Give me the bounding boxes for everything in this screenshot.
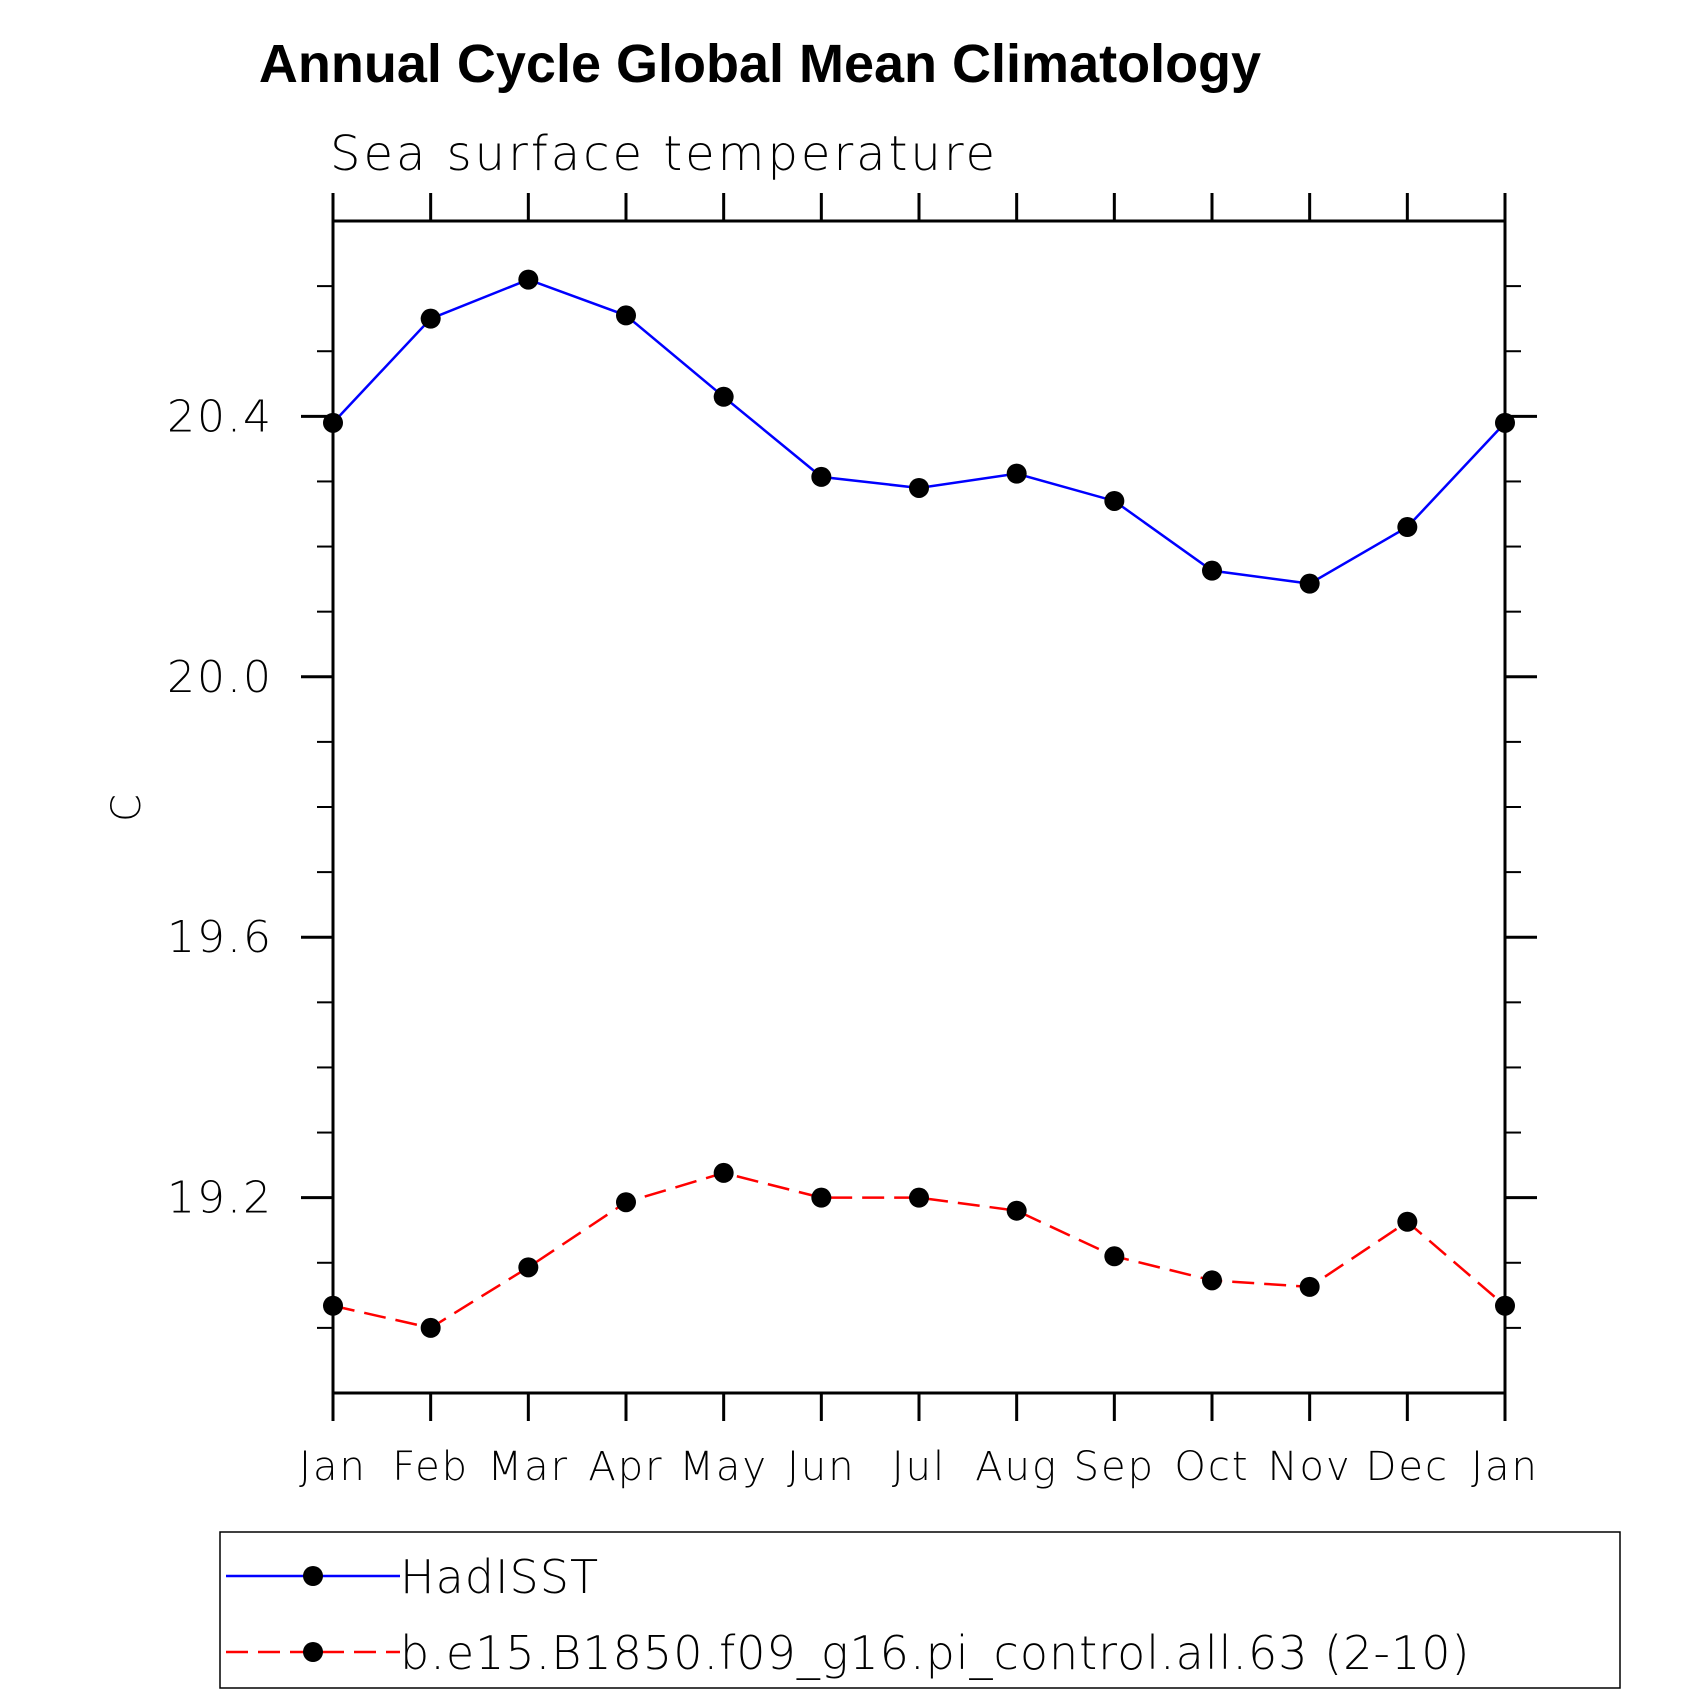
x-tick-label: May	[679, 1444, 768, 1490]
x-tick-label: Mar	[488, 1444, 569, 1490]
series-1-point	[1202, 560, 1222, 581]
series-1-point	[518, 269, 539, 290]
x-tick-label: Jun	[787, 1444, 856, 1490]
series-2-point	[1299, 1276, 1320, 1297]
y-axis-label: C	[104, 794, 150, 822]
series-2-point	[1202, 1270, 1222, 1291]
series-1-point	[1104, 490, 1125, 511]
series-line-1	[332, 278, 1506, 585]
series-2-point	[713, 1162, 734, 1183]
y-tick-label: 19.2	[167, 1173, 273, 1224]
legend: HadISST b.e15.B1850.f09_g16.pi_control.al…	[219, 1531, 1621, 1689]
x-tick-label: Apr	[588, 1444, 663, 1490]
series-2-point	[518, 1257, 539, 1278]
series-1-point	[1299, 573, 1320, 594]
series-1-point	[1397, 517, 1418, 538]
series-2-point	[616, 1192, 636, 1213]
series-2-point	[1104, 1246, 1125, 1267]
x-tick-label: Nov	[1268, 1444, 1352, 1490]
y-tick-label: 20.4	[167, 391, 273, 442]
chart-subtitle: Sea surface temperature	[330, 126, 998, 182]
y-tick-label: 19.6	[167, 912, 273, 963]
series-2-point	[811, 1187, 832, 1208]
series-1-point	[811, 466, 832, 487]
series-1-point	[909, 477, 929, 498]
plot-frame	[331, 219, 1507, 1395]
legend-box	[219, 1531, 1621, 1689]
series-1-point	[420, 308, 441, 329]
x-tick-label: Sep	[1074, 1444, 1155, 1490]
axes-frame: Jan Feb Mar Apr May Jun Jul Aug Sep Oct Nov Dec Jan 1…	[167, 193, 1539, 1490]
series-2-point	[909, 1187, 929, 1208]
series-1-point	[323, 412, 343, 433]
legend-label-1: HadISST	[400, 1550, 599, 1604]
series-1-point	[713, 386, 734, 407]
series-1-point	[1495, 412, 1515, 433]
series-2-point	[1495, 1295, 1515, 1316]
legend-marker-2	[303, 1642, 323, 1662]
series-2-point	[1397, 1211, 1418, 1232]
x-tick-label: Jan	[299, 1444, 367, 1490]
x-tick-label: Feb	[392, 1444, 469, 1490]
chart-title: Annual Cycle Global Mean Climatology	[259, 34, 1261, 94]
x-tick-label: Dec	[1366, 1444, 1449, 1490]
x-tick-label: Oct	[1174, 1444, 1249, 1490]
legend-marker-1	[303, 1566, 323, 1586]
x-tick-label: Aug	[975, 1444, 1058, 1490]
legend-label-2: b.e15.B1850.f09_g16.pi_control.all.63 (2…	[400, 1626, 1470, 1680]
series-2-point	[1006, 1200, 1027, 1221]
series-layer	[323, 269, 1515, 1338]
series-2-point	[323, 1295, 343, 1316]
x-tick-label: Jul	[892, 1444, 946, 1490]
x-tick-label: Jan	[1471, 1444, 1539, 1490]
series-1-point	[1006, 463, 1027, 484]
series-2-point	[420, 1317, 441, 1338]
y-tick-label: 20.0	[167, 652, 273, 703]
series-1-point	[616, 305, 636, 326]
